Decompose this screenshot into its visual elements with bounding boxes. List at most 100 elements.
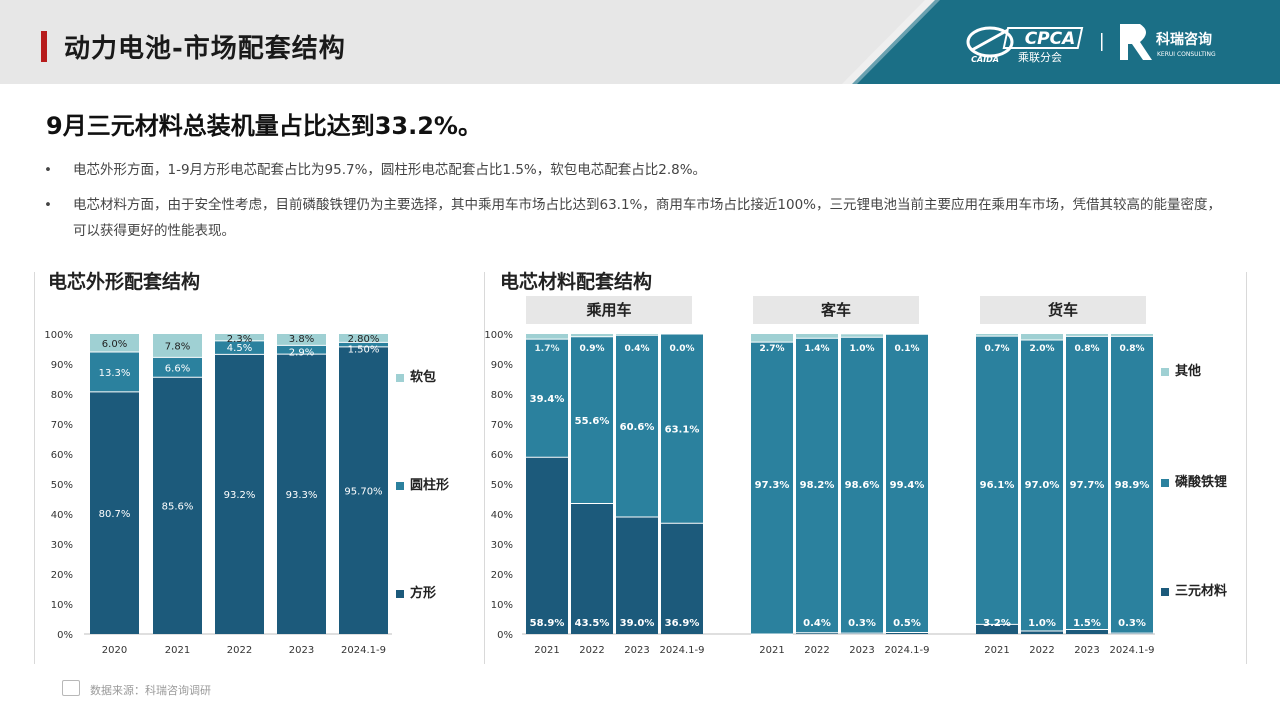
material-2-bar-1-seg-1: [1021, 340, 1063, 631]
material-2-bar-1-seg-2: [1021, 334, 1063, 340]
shape-bar-0-seg-2: [90, 334, 139, 352]
cpca-logo-mark: CAIDA: [971, 55, 999, 64]
material-data-label-other-2-3: 0.8%: [1120, 344, 1145, 354]
bullet-dot: •: [44, 197, 52, 213]
shape-ytick-label: 40%: [51, 510, 73, 521]
kerui-logo-text: 科瑞咨询: [1156, 31, 1212, 48]
shape-bar-2-seg-1: [215, 340, 264, 355]
material-data-label-lfp-0-3: 63.1%: [665, 425, 700, 436]
shape-ytick-label: 100%: [44, 330, 73, 341]
shape-data-label-4-2: 2.80%: [348, 334, 380, 345]
material-x-tick-label: 2024.1-9: [660, 645, 705, 656]
title-accent-bar: [41, 31, 47, 62]
material-1-bar-0-seg-2: [751, 334, 793, 343]
shape-data-label-4-1: 1.50%: [348, 344, 380, 355]
shape-bar-3-seg-2: [277, 334, 326, 346]
material-2-bar-0-seg-0: [976, 624, 1018, 634]
material-2-bar-0-seg-2: [976, 334, 1018, 337]
shape-bar-4-seg-1: [339, 342, 388, 347]
shape-data-label-3-0: 93.3%: [286, 490, 318, 501]
material-data-label-other-0-2: 0.4%: [625, 344, 650, 354]
shape-ytick-label: 20%: [51, 570, 73, 581]
shape-data-label-0-0: 80.7%: [99, 509, 131, 520]
shape-data-label-2-0: 93.2%: [224, 490, 256, 501]
material-x-tick-label: 2022: [579, 645, 604, 656]
material-0-bar-3-seg-0: [661, 523, 703, 634]
frame-left-line: [34, 272, 35, 664]
material-data-label-ternary-0-2: 39.0%: [620, 618, 655, 629]
material-1-bar-3-seg-0: [886, 632, 928, 634]
shape-bar-0-seg-1: [90, 352, 139, 392]
material-x-tick-label: 2024.1-9: [1110, 645, 1155, 656]
material-data-label-other-1-0: 2.7%: [760, 344, 785, 354]
material-data-label-ternary-2-0: 3.2%: [983, 618, 1011, 629]
shape-data-label-0-2: 6.0%: [102, 339, 127, 350]
material-1-bar-2-seg-2: [841, 334, 883, 338]
material-2-bar-2-seg-2: [1066, 334, 1108, 337]
shape-x-tick-label: 2022: [227, 645, 252, 656]
shape-ytick-label: 10%: [51, 600, 73, 611]
material-0-bar-2-seg-1: [616, 335, 658, 517]
material-data-label-other-1-2: 1.0%: [850, 344, 875, 354]
shape-ytick-label: 50%: [51, 480, 73, 491]
legend-swatch-softpack: [396, 373, 404, 382]
material-0-bar-0-seg-1: [526, 339, 568, 458]
material-ytick-label: 90%: [491, 360, 513, 371]
material-data-label-ternary-1-1: 0.4%: [803, 618, 831, 629]
legend-swatch-cylinder: [396, 481, 404, 490]
shape-ytick-label: 70%: [51, 420, 73, 431]
material-ytick-label: 60%: [491, 450, 513, 461]
material-x-tick-label: 2021: [534, 645, 559, 656]
shape-bar-1-seg-1: [153, 357, 202, 378]
material-data-label-other-0-3: 0.0%: [670, 344, 695, 354]
legend-other: 其他: [1161, 360, 1201, 379]
material-data-label-ternary-1-3: 0.5%: [893, 618, 921, 629]
cpca-logo-text: CPCA: [1025, 29, 1076, 49]
material-data-label-lfp-1-2: 98.6%: [845, 480, 880, 491]
material-data-label-other-2-0: 0.7%: [985, 344, 1010, 354]
material-x-tick-label: 2024.1-9: [885, 645, 930, 656]
legend-label-softpack: 软包: [410, 370, 437, 385]
legend-prismatic: 方形: [396, 582, 436, 601]
shape-data-label-1-0: 85.6%: [162, 502, 194, 513]
material-ytick-label: 40%: [491, 510, 513, 521]
header-teal-band: [852, 0, 1280, 84]
group-label-bus: 客车: [753, 296, 919, 324]
shape-bar-1-seg-2: [153, 334, 202, 358]
material-chart-title: 电芯材料配套结构: [500, 271, 653, 293]
material-1-bar-0-seg-1: [751, 342, 793, 634]
legend-label-other: 其他: [1175, 364, 1202, 379]
material-data-label-lfp-1-1: 98.2%: [800, 480, 835, 491]
material-data-label-other-2-1: 2.0%: [1030, 344, 1055, 354]
shape-ytick-label: 90%: [51, 360, 73, 371]
material-data-label-ternary-0-1: 43.5%: [575, 618, 610, 629]
material-x-tick-label: 2022: [1029, 645, 1054, 656]
material-0-bar-2-seg-0: [616, 517, 658, 634]
shape-data-label-4-0: 95.70%: [344, 486, 382, 497]
shape-ytick-label: 0%: [57, 630, 73, 641]
legend-label-cylinder: 圆柱形: [410, 478, 450, 493]
frame-mid-line: [484, 272, 485, 664]
shape-bar-2-seg-0: [215, 354, 264, 634]
material-x-tick-label: 2023: [624, 645, 649, 656]
legend-swatch-other: [1161, 367, 1169, 376]
frame-right-line: [1246, 272, 1247, 664]
header-logos: CPCA 乘联分会 CAIDA 科瑞咨询 KERUI CONSULTING: [842, 0, 1280, 84]
source-icon: [62, 680, 80, 696]
material-data-label-lfp-2-3: 98.9%: [1115, 480, 1150, 491]
material-data-label-ternary-1-2: 0.3%: [848, 618, 876, 629]
material-data-label-lfp-2-0: 96.1%: [980, 480, 1015, 491]
material-0-bar-0-seg-0: [526, 457, 568, 634]
material-0-bar-1-seg-2: [571, 334, 613, 337]
material-1-bar-1-seg-2: [796, 334, 838, 339]
logo-divider: [1101, 33, 1103, 51]
shape-x-tick-label: 2023: [289, 645, 314, 656]
legend-lfp: 磷酸铁锂: [1161, 471, 1227, 490]
legend-swatch-prismatic: [396, 589, 404, 598]
legend-label-ternary: 三元材料: [1175, 584, 1228, 599]
material-data-label-lfp-0-1: 55.6%: [575, 416, 610, 427]
shape-x-tick-label: 2020: [102, 645, 127, 656]
legend-softpack: 软包: [396, 366, 436, 385]
material-x-tick-label: 2023: [849, 645, 874, 656]
shape-data-label-3-2: 3.8%: [289, 334, 314, 345]
